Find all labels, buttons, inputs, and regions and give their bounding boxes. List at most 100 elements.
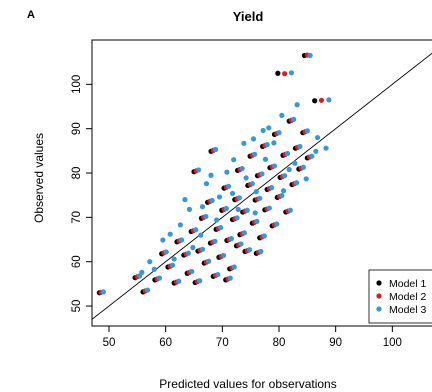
point-model-3: [176, 278, 182, 284]
point-model-3: [171, 256, 177, 262]
point-model-3: [209, 197, 215, 204]
point-model-3: [254, 218, 260, 224]
point-model-3: [144, 287, 151, 293]
point-model-3: [326, 97, 332, 103]
x-tick-label: 60: [159, 337, 172, 349]
legend-entry: Model 3: [389, 304, 427, 316]
point-model-3: [189, 268, 195, 275]
point-model-3: [100, 289, 106, 295]
point-model-3: [182, 197, 188, 203]
point-model-3: [215, 271, 221, 278]
point-model-3: [252, 151, 258, 157]
point-model-3: [151, 266, 157, 272]
y-tick-label: 90: [71, 122, 83, 135]
point-model-3: [287, 207, 293, 213]
point-model-3: [167, 231, 173, 237]
point-model-3: [293, 180, 300, 186]
legend-entry: Model 1: [389, 278, 427, 290]
legend-entry: Model 2: [389, 291, 427, 303]
point-model-3: [203, 181, 210, 187]
x-axis-ticks: 50 60 70 80 90 100: [103, 326, 402, 349]
series-3: [100, 52, 332, 295]
point-model-3: [249, 181, 255, 187]
point-model-3: [160, 237, 166, 243]
point-model-1: [275, 70, 281, 76]
point-model-3: [266, 125, 272, 131]
point-model-3: [228, 236, 234, 242]
point-model-3: [297, 143, 303, 150]
chart-title: Yield: [233, 9, 264, 24]
point-model-3: [156, 275, 163, 281]
point-model-3: [212, 238, 218, 244]
point-model-3: [236, 195, 242, 201]
point-model-3: [282, 173, 288, 179]
point-model-3: [225, 183, 232, 189]
point-model-3: [231, 157, 237, 163]
point-model-3: [303, 176, 309, 182]
point-model-3: [220, 252, 227, 259]
point-model-3: [304, 128, 310, 134]
point-model-3: [212, 146, 219, 153]
x-tick-label: 70: [216, 337, 229, 349]
point-model-3: [258, 248, 264, 255]
point-model-1: [312, 98, 318, 104]
point-model-3: [291, 116, 297, 122]
y-tick-label: 60: [71, 255, 83, 268]
y-tick-label: 50: [71, 300, 83, 313]
reference-line-y-equals-x: [92, 52, 432, 320]
point-model-3: [223, 205, 229, 212]
point-model-3: [262, 156, 268, 162]
point-model-3: [307, 52, 313, 59]
point-model-2: [318, 97, 325, 103]
point-model-3: [300, 164, 306, 170]
point-model-3: [246, 247, 253, 253]
point-model-3: [147, 259, 153, 265]
point-model-3: [216, 194, 223, 200]
point-model-3: [313, 148, 319, 154]
point-model-3: [178, 237, 185, 243]
point-model-3: [229, 190, 236, 197]
point-model-3: [177, 222, 183, 228]
point-model-3: [239, 165, 245, 172]
point-model-3: [314, 134, 321, 141]
point-model-3: [269, 185, 275, 191]
point-model-3: [203, 213, 209, 220]
point-model-3: [231, 264, 237, 270]
point-model-3: [284, 150, 291, 157]
plot-frame: [91, 39, 432, 327]
point-model-3: [264, 142, 270, 148]
point-model-3: [274, 221, 280, 227]
point-model-3: [185, 250, 191, 256]
x-tick-label: 90: [329, 337, 342, 349]
point-model-3: [197, 278, 203, 284]
point-model-3: [235, 206, 241, 212]
point-model-3: [253, 189, 259, 195]
point-model-3: [227, 275, 233, 281]
plot-border: [91, 39, 432, 327]
point-model-3: [163, 249, 169, 255]
point-model-3: [309, 153, 315, 159]
legend-marker: [376, 293, 382, 299]
x-tick-label: 100: [383, 337, 402, 349]
point-model-3: [241, 230, 248, 236]
point-model-3: [261, 233, 267, 239]
point-model-3: [199, 204, 206, 210]
point-model-3: [288, 70, 295, 76]
point-model-3: [208, 172, 214, 178]
point-model-3: [252, 210, 258, 216]
point-model-3: [244, 207, 250, 213]
point-model-3: [186, 206, 193, 212]
point-model-3: [286, 166, 292, 173]
point-model-3: [238, 241, 244, 247]
point-model-3: [190, 244, 196, 251]
point-model-3: [193, 227, 199, 233]
point-model-3: [266, 205, 272, 211]
point-model-3: [294, 102, 300, 108]
point-model-3: [280, 188, 287, 194]
y-axis-label: Observed values: [32, 133, 46, 223]
point-model-3: [224, 169, 230, 175]
panel-label: A: [27, 9, 35, 21]
point-model-3: [199, 246, 206, 252]
